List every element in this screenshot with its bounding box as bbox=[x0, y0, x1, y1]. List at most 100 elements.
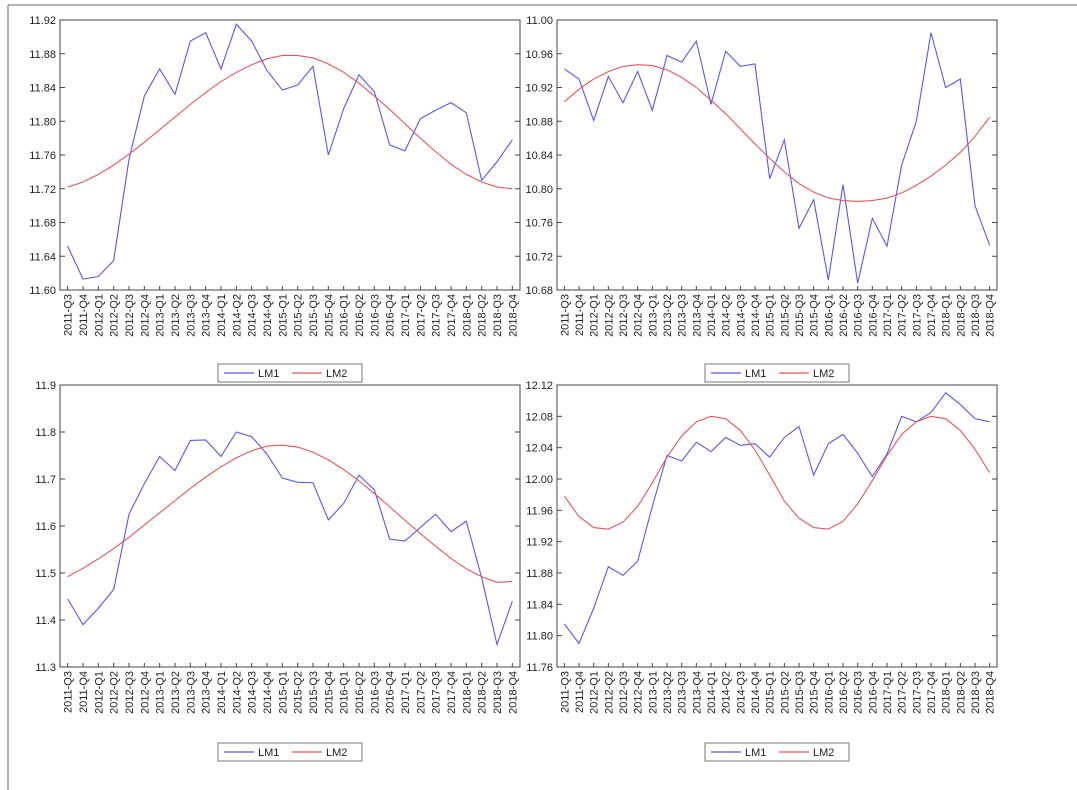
x-tick-label: 2017-Q3 bbox=[911, 671, 923, 714]
x-tick-label: 2012-Q2 bbox=[603, 294, 615, 337]
x-tick-label: 2013-Q2 bbox=[662, 294, 674, 337]
x-tick-label: 2016-Q3 bbox=[853, 671, 865, 714]
y-tick-label: 11.8 bbox=[35, 427, 56, 439]
x-tick-label: 2018-Q3 bbox=[970, 294, 982, 337]
x-tick-label: 2012-Q4 bbox=[633, 294, 645, 337]
chart-panel: 10.68 10.72 10.76 10.80 10.84 10.88 10.92 10.96… bbox=[525, 15, 998, 383]
x-tick-label: 2016-Q1 bbox=[339, 294, 351, 337]
x-tick-label: 2012-Q1 bbox=[93, 294, 105, 337]
y-tick-label: 11.60 bbox=[29, 285, 56, 297]
legend-box bbox=[704, 363, 850, 383]
y-tick-label: 10.84 bbox=[525, 150, 553, 162]
x-tick-label: 2013-Q1 bbox=[155, 294, 167, 337]
legend-label: LM1 bbox=[745, 747, 766, 759]
x-tick-label: 2016-Q2 bbox=[354, 294, 366, 337]
x-tick-label: 2014-Q4 bbox=[750, 671, 762, 714]
y-tick-label: 11.3 bbox=[35, 662, 56, 674]
x-tick-label: 2015-Q1 bbox=[765, 294, 777, 337]
x-tick-label: 2017-Q4 bbox=[926, 294, 938, 337]
x-tick-label: 2017-Q2 bbox=[897, 671, 909, 714]
legend-box bbox=[704, 742, 850, 762]
y-tick-label: 11.6 bbox=[35, 521, 56, 533]
x-tick-label: 2017-Q1 bbox=[400, 294, 412, 337]
x-tick-label: 2016-Q4 bbox=[385, 294, 397, 337]
legend-label: LM2 bbox=[813, 747, 834, 759]
x-tick-label: 2016-Q3 bbox=[853, 294, 865, 337]
x-tick-label: 2015-Q2 bbox=[779, 671, 791, 714]
x-tick-label: 2018-Q2 bbox=[955, 671, 967, 714]
x-tick-label: 2014-Q1 bbox=[216, 671, 228, 714]
y-tick-label: 11.92 bbox=[526, 537, 553, 549]
x-tick-label: 2012-Q3 bbox=[124, 294, 136, 337]
x-tick-label: 2011-Q3 bbox=[63, 294, 75, 336]
y-tick-label: 10.88 bbox=[525, 116, 553, 128]
x-tick-label: 2018-Q4 bbox=[985, 671, 997, 714]
x-tick-label: 2013-Q3 bbox=[185, 294, 197, 337]
y-tick-label: 11.76 bbox=[526, 662, 553, 674]
y-tick-label: 11.72 bbox=[29, 184, 56, 196]
x-tick-label: 2012-Q4 bbox=[633, 671, 645, 714]
x-tick-label: 2013-Q3 bbox=[677, 294, 689, 337]
x-tick-label: 2011-Q4 bbox=[78, 671, 90, 713]
x-tick-label: 2011-Q4 bbox=[574, 671, 586, 713]
x-tick-label: 2018-Q3 bbox=[970, 671, 982, 714]
x-tick-label: 2012-Q2 bbox=[109, 671, 121, 714]
y-tick-label: 10.96 bbox=[525, 49, 553, 61]
x-tick-label: 2015-Q2 bbox=[293, 671, 305, 714]
x-tick-label: 2018-Q1 bbox=[941, 671, 953, 714]
x-tick-label: 2011-Q3 bbox=[559, 294, 571, 336]
y-tick-label: 11.68 bbox=[29, 218, 56, 230]
x-tick-label: 2015-Q1 bbox=[277, 671, 289, 714]
x-tick-label: 2016-Q1 bbox=[823, 671, 835, 714]
x-tick-label: 2014-Q3 bbox=[247, 294, 259, 337]
y-tick-label: 11.84 bbox=[526, 599, 553, 611]
y-tick-label: 11.4 bbox=[35, 615, 56, 627]
y-tick-label: 11.64 bbox=[29, 251, 56, 263]
chart-panel: 11.76 11.80 11.84 11.88 11.92 11.96 12.00 12.04… bbox=[525, 380, 998, 762]
x-tick-label: 2012-Q3 bbox=[618, 294, 630, 337]
x-tick-label: 2014-Q4 bbox=[262, 671, 274, 714]
x-tick-label: 2016-Q3 bbox=[369, 671, 381, 714]
x-tick-label: 2016-Q2 bbox=[838, 294, 850, 337]
x-tick-label: 2013-Q4 bbox=[201, 671, 213, 714]
x-tick-label: 2014-Q3 bbox=[735, 294, 747, 337]
x-tick-label: 2011-Q3 bbox=[559, 671, 571, 713]
chart-panel: 11.3 11.4 11.5 11.6 11.7 11.8 11.9 2011-Q3 2011-… bbox=[35, 380, 521, 762]
x-tick-label: 2012-Q3 bbox=[124, 671, 136, 714]
y-tick-label: 10.72 bbox=[525, 251, 553, 263]
x-tick-label: 2013-Q2 bbox=[170, 294, 182, 337]
x-tick-label: 2015-Q3 bbox=[308, 294, 320, 337]
x-tick-label: 2013-Q2 bbox=[662, 671, 674, 714]
x-tick-label: 2013-Q1 bbox=[647, 671, 659, 714]
x-tick-label: 2016-Q1 bbox=[339, 671, 351, 714]
x-tick-label: 2014-Q1 bbox=[706, 294, 718, 337]
x-tick-label: 2015-Q4 bbox=[323, 294, 335, 337]
y-tick-label: 12.12 bbox=[525, 380, 553, 392]
x-tick-label: 2014-Q1 bbox=[706, 671, 718, 714]
x-tick-label: 2016-Q1 bbox=[823, 294, 835, 337]
x-tick-label: 2013-Q1 bbox=[155, 671, 167, 714]
y-tick-label: 11.9 bbox=[35, 380, 56, 392]
legend-label: LM1 bbox=[258, 368, 279, 380]
y-tick-label: 10.76 bbox=[525, 218, 553, 230]
x-tick-label: 2015-Q4 bbox=[809, 294, 821, 337]
x-tick-label: 2013-Q3 bbox=[185, 671, 197, 714]
plot-frame bbox=[556, 19, 998, 291]
legend-label: LM1 bbox=[258, 747, 279, 759]
y-tick-label: 11.96 bbox=[526, 505, 553, 517]
x-tick-label: 2015-Q4 bbox=[809, 671, 821, 714]
y-tick-label: 11.80 bbox=[526, 631, 553, 643]
x-tick-label: 2017-Q4 bbox=[446, 294, 458, 337]
series-line bbox=[67, 431, 513, 647]
x-tick-label: 2015-Q3 bbox=[794, 294, 806, 337]
x-tick-label: 2011-Q3 bbox=[63, 671, 75, 713]
x-tick-label: 2012-Q2 bbox=[109, 294, 121, 337]
x-tick-label: 2017-Q4 bbox=[926, 671, 938, 714]
series-line bbox=[67, 23, 513, 280]
x-tick-label: 2013-Q1 bbox=[647, 294, 659, 337]
x-tick-label: 2013-Q2 bbox=[170, 671, 182, 714]
y-tick-label: 10.80 bbox=[525, 184, 553, 196]
x-tick-label: 2016-Q2 bbox=[838, 671, 850, 714]
x-tick-label: 2016-Q2 bbox=[354, 671, 366, 714]
x-tick-label: 2018-Q1 bbox=[461, 294, 473, 337]
